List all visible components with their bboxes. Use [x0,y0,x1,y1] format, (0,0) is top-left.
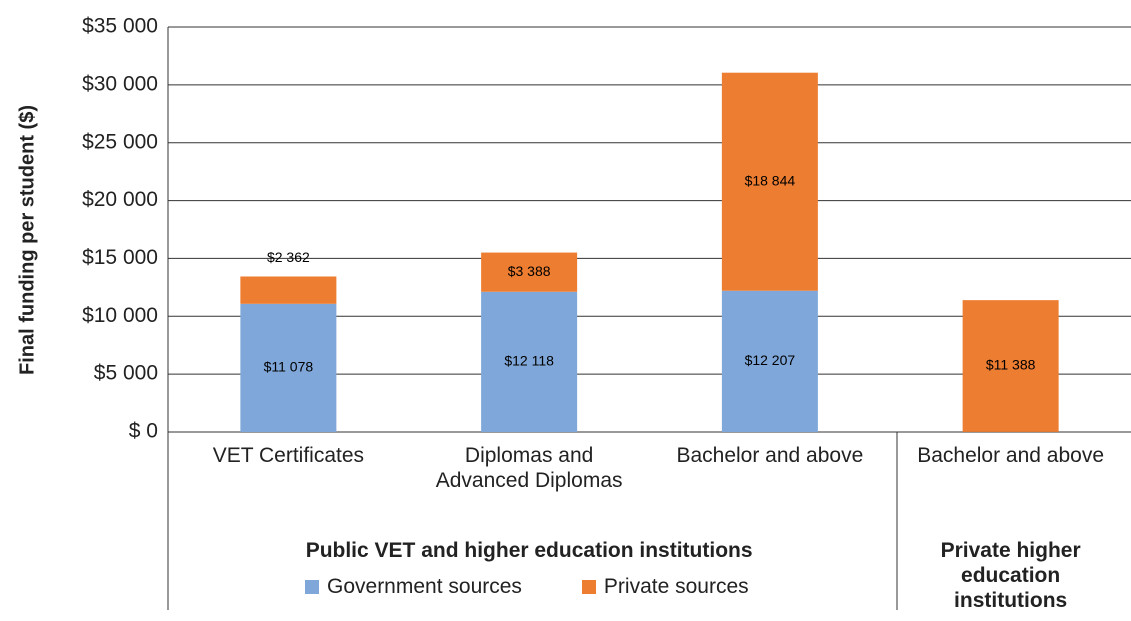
bar-segment [721,72,818,291]
legend-swatch [305,580,319,594]
legend: Government sources Private sources [305,575,749,599]
value-label: $11 388 [986,357,1036,373]
x-tick-label: Bachelor and above [676,444,864,467]
y-tick-label: $10 000 [82,304,158,327]
bar-segment [240,303,337,432]
legend-label: Private sources [603,575,749,598]
y-axis-label: Final funding per student ($) [16,105,38,375]
y-tick-label: $35 000 [82,15,158,38]
x-tick-label: VET Certificates [212,444,365,467]
y-tick-label: $30 000 [82,72,158,95]
y-tick-label: $ 0 [129,420,158,443]
group-label: Public VET and higher education institut… [305,539,753,562]
x-tick-label: Bachelor and above [917,444,1105,467]
value-label: $12 118 [504,353,554,369]
x-tick-label: Diplomas and Advanced Diplomas [435,444,623,492]
y-tick-label: $15 000 [82,246,158,269]
legend-item: Government sources [305,575,522,599]
y-tick-label: $20 000 [82,188,158,211]
bar-segment [481,252,578,292]
bar-segment [962,300,1059,432]
value-label: $18 844 [745,172,796,188]
value-label: $11 078 [264,359,314,375]
bar-segment [721,290,818,432]
legend-label: Government sources [327,575,522,598]
y-tick-label: $25 000 [82,130,158,153]
value-label: $3 388 [508,263,551,279]
group-label: Private higher education institutions [940,539,1081,612]
value-label: $2 362 [267,249,310,265]
bar-segment [240,276,337,304]
y-tick-label: $5 000 [94,362,158,385]
value-label: $12 207 [745,352,796,368]
legend-item: Private sources [581,575,749,599]
bar-segment [481,291,578,432]
legend-swatch [581,580,596,594]
